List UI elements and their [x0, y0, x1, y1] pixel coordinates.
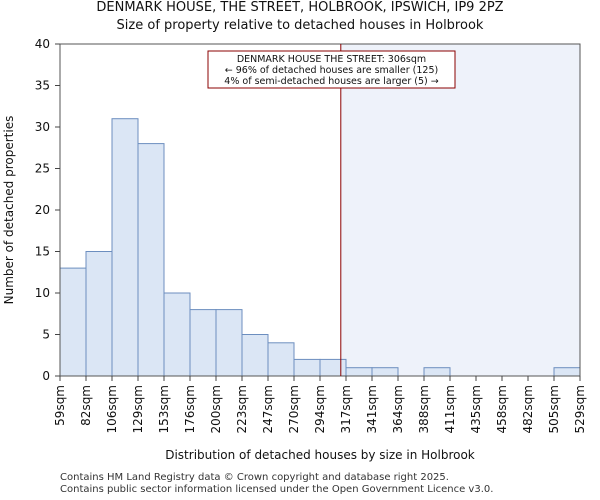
- x-tick-label: 223sqm: [235, 385, 249, 433]
- x-tick-label: 529sqm: [573, 385, 587, 433]
- x-tick-label: 458sqm: [495, 385, 509, 433]
- bar-59sqm: [59, 267, 87, 377]
- highlight-region: [340, 44, 580, 376]
- x-tick-label: 388sqm: [417, 385, 431, 433]
- x-tick-label: 505sqm: [547, 385, 561, 433]
- x-tick-label: 341sqm: [365, 385, 379, 433]
- chart-title: DENMARK HOUSE, THE STREET, HOLBROOK, IPS…: [96, 0, 504, 15]
- x-tick-label: 482sqm: [521, 385, 535, 433]
- x-tick-label: 435sqm: [469, 385, 483, 433]
- x-tick-label: 247sqm: [261, 385, 275, 433]
- footer-copyright: Contains HM Land Registry data © Crown c…: [60, 472, 449, 483]
- x-tick-label: 106sqm: [105, 385, 119, 433]
- bar-341sqm: [371, 367, 399, 377]
- bar-294sqm: [319, 358, 347, 377]
- x-tick-label: 129sqm: [131, 385, 145, 433]
- bar-223sqm: [241, 334, 269, 377]
- x-tick-label: 317sqm: [339, 385, 353, 433]
- x-tick-label: 411sqm: [443, 385, 457, 433]
- annotation-line-2: ← 96% of detached houses are smaller (12…: [225, 65, 438, 76]
- x-tick-label: 294sqm: [313, 385, 327, 433]
- bar-106sqm: [111, 118, 139, 377]
- y-tick-label: 10: [35, 286, 50, 300]
- y-tick-label: 15: [35, 245, 50, 259]
- bar-129sqm: [137, 143, 165, 377]
- bar-176sqm: [189, 309, 217, 377]
- annotation-box: [207, 50, 456, 89]
- y-tick-label: 5: [42, 328, 50, 342]
- bar-505sqm: [553, 367, 581, 377]
- bar-200sqm: [215, 309, 243, 377]
- bar-153sqm: [163, 292, 191, 377]
- y-tick-label: 20: [35, 203, 50, 217]
- footer-licence: Contains public sector information licen…: [60, 484, 494, 495]
- y-tick-label: 30: [35, 120, 50, 134]
- x-tick-label: 176sqm: [183, 385, 197, 433]
- bar-270sqm: [293, 358, 321, 377]
- y-tick-label: 35: [35, 79, 50, 93]
- x-tick-label: 82sqm: [79, 385, 93, 426]
- histogram-chart: 0 5 10 15 20 25 30 35 40 59sqm 82sqm 106sqm 129sqm 15…: [2, 37, 587, 462]
- bar-317sqm: [345, 367, 373, 377]
- bar-388sqm: [423, 367, 451, 377]
- x-axis-label: Distribution of detached houses by size …: [165, 448, 475, 462]
- annotation-line-1: DENMARK HOUSE THE STREET: 306sqm: [237, 54, 426, 65]
- annotation-line-3: 4% of semi-detached houses are larger (5…: [224, 76, 438, 87]
- y-tick-label: 0: [42, 369, 50, 383]
- y-tick-label: 40: [35, 37, 50, 51]
- bar-82sqm: [85, 251, 113, 377]
- y-tick-label: 25: [35, 162, 50, 176]
- bar-247sqm: [267, 342, 295, 377]
- chart-subtitle: Size of property relative to detached ho…: [116, 18, 484, 33]
- x-tick-label: 200sqm: [209, 385, 223, 433]
- y-axis-label: Number of detached properties: [2, 116, 16, 305]
- x-tick-label: 153sqm: [157, 385, 171, 433]
- x-tick-label: 59sqm: [53, 385, 67, 426]
- x-tick-label: 364sqm: [391, 385, 405, 433]
- x-tick-label: 270sqm: [287, 385, 301, 433]
